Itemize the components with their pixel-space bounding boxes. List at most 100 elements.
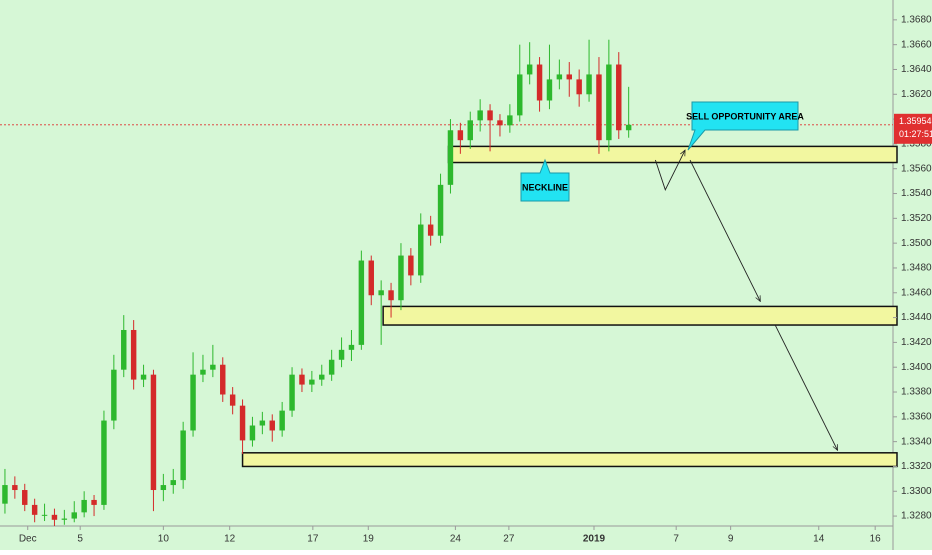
candle-body: [586, 74, 592, 95]
candle-body: [526, 64, 533, 75]
candle-body: [398, 255, 404, 301]
y-tick-label: 1.36800: [901, 14, 932, 25]
y-tick-label: 1.35000: [901, 238, 932, 249]
candle-body: [467, 120, 473, 141]
candle-body: [576, 79, 582, 95]
candle-body: [427, 224, 434, 236]
callout: SELL OPPORTUNITY AREA: [686, 101, 804, 151]
candle-body: [596, 74, 602, 141]
callout-box: [520, 158, 570, 202]
candle-body: [81, 499, 87, 513]
candle-body: [160, 485, 167, 491]
y-tick-label: 1.36400: [901, 64, 932, 75]
x-tick-label: 12: [224, 534, 236, 545]
y-tick-label: 1.34400: [901, 312, 932, 323]
y-tick-label: 1.33200: [901, 461, 932, 472]
y-tick-label: 1.32800: [901, 511, 932, 522]
candle-body: [130, 329, 137, 380]
candle-body: [556, 74, 563, 80]
candle-body: [150, 374, 157, 491]
candle-body: [61, 518, 68, 520]
candle-body: [31, 504, 38, 515]
y-tick-label: 1.34000: [901, 362, 932, 373]
candle-body: [566, 74, 572, 80]
candle-body: [606, 64, 612, 141]
y-tick-label: 1.35600: [901, 163, 932, 174]
candle-body: [140, 374, 147, 380]
candle-body: [289, 374, 295, 411]
x-tick-label: Dec: [19, 534, 37, 545]
candle-body: [378, 290, 384, 296]
callout-box: [687, 101, 799, 151]
last-price-label: 1.35954: [899, 116, 932, 126]
y-tick-label: 1.34800: [901, 263, 932, 274]
arrow: [654, 150, 685, 191]
candle-body: [249, 425, 256, 441]
candle-body: [71, 512, 77, 519]
candle-body: [368, 260, 374, 296]
candle-body: [319, 374, 325, 380]
candle-body: [259, 420, 266, 426]
candle-body: [22, 490, 28, 505]
candle-body: [220, 364, 226, 395]
candle-body: [328, 359, 335, 375]
candle-body: [12, 485, 18, 491]
y-tick-label: 1.34600: [901, 287, 932, 298]
candle-body: [229, 394, 236, 406]
candle-body: [51, 514, 58, 520]
zone: [447, 145, 898, 164]
price-tag: [894, 113, 932, 144]
candle-body: [348, 344, 355, 350]
candle-body: [358, 260, 365, 345]
candle-body: [477, 110, 483, 121]
y-tick-label: 1.34200: [901, 337, 932, 348]
candle-body: [190, 374, 196, 431]
candle-body: [239, 405, 246, 441]
candle-body: [517, 74, 523, 116]
candle-body: [507, 115, 513, 126]
candle-body: [437, 184, 444, 236]
x-tick-label: 5: [77, 534, 83, 545]
candle-body: [111, 369, 117, 421]
y-tick-label: 1.33600: [901, 411, 932, 422]
y-tick-label: 1.36200: [901, 89, 932, 100]
x-tick-label: 27: [503, 534, 515, 545]
candle-body: [388, 290, 394, 301]
candle-body: [497, 120, 503, 126]
x-tick-label: 2019: [583, 534, 606, 545]
candle-body: [536, 64, 543, 101]
arrow: [774, 324, 837, 450]
candle-body: [546, 79, 553, 101]
x-tick-label: 19: [363, 534, 375, 545]
callout-text: SELL OPPORTUNITY AREA: [686, 111, 804, 121]
y-tick-label: 1.33800: [901, 387, 932, 398]
callout: NECKLINE: [520, 158, 570, 202]
candle-body: [418, 224, 424, 276]
candle-body: [625, 124, 632, 131]
y-tick-label: 1.35200: [901, 213, 932, 224]
callout-text: NECKLINE: [522, 182, 568, 192]
x-tick-label: 16: [870, 534, 882, 545]
candle-body: [101, 420, 107, 505]
x-tick-label: 10: [158, 534, 170, 545]
x-tick-label: 9: [728, 534, 734, 545]
y-tick-label: 1.33000: [901, 486, 932, 497]
candle-body: [338, 349, 345, 360]
candle-body: [299, 374, 305, 385]
candle-body: [616, 64, 622, 131]
candle-body: [180, 430, 186, 481]
candle-body: [41, 514, 48, 516]
candle-body: [200, 369, 206, 375]
y-tick-label: 1.35400: [901, 188, 932, 199]
candle-body: [269, 420, 275, 431]
y-tick-label: 1.36600: [901, 39, 932, 50]
x-tick-label: 14: [813, 534, 825, 545]
x-tick-label: 24: [450, 534, 462, 545]
candle-body: [487, 110, 493, 121]
y-tick-label: 1.33400: [901, 436, 932, 447]
countdown: 01:27:51: [899, 129, 932, 139]
candle-body: [2, 485, 8, 504]
y-tick-label: 1.35800: [901, 139, 932, 150]
arrow: [689, 159, 760, 301]
